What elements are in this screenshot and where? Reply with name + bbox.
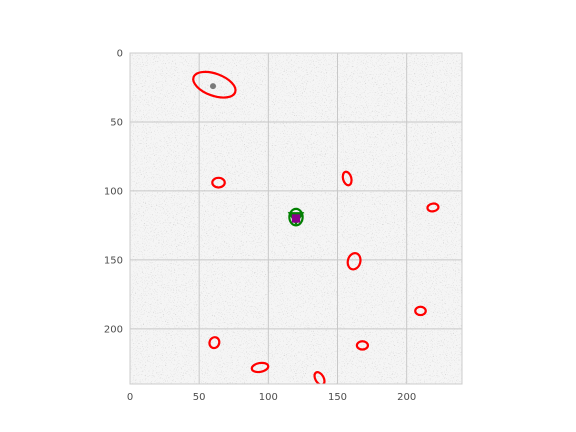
ellipse-marker: [192, 70, 237, 99]
y-tick-label: 150: [104, 255, 123, 266]
ellipse-marker: [414, 305, 427, 317]
x-axis-ticks: 0 50 100 150 200: [127, 392, 416, 403]
ellipse-marker: [208, 336, 221, 350]
ellipse-marker: [341, 170, 353, 187]
ellipse-marker: [211, 176, 226, 189]
bright-source-blob: [210, 83, 216, 90]
ellipse-marker: [426, 202, 440, 213]
y-axis-ticks: 0 50 100 150 200: [104, 49, 123, 336]
square-marker: [291, 214, 301, 223]
y-tick-label: 50: [110, 117, 123, 128]
ellipse-marker: [250, 361, 270, 374]
x-tick-label: 150: [328, 392, 347, 403]
x-tick-label: 100: [259, 392, 278, 403]
markers-layer: [192, 70, 440, 384]
ellipse-marker: [355, 340, 370, 351]
plot-frame: [129, 52, 463, 385]
x-tick-label: 200: [397, 392, 416, 403]
ellipse-marker: [313, 371, 326, 384]
y-tick-label: 100: [104, 186, 123, 197]
y-tick-label: 200: [104, 324, 123, 335]
x-tick-label: 0: [127, 392, 133, 403]
ellipse-marker: [346, 252, 362, 271]
y-tick-label: 0: [117, 49, 123, 60]
x-tick-label: 50: [193, 392, 206, 403]
grid: [130, 53, 462, 384]
